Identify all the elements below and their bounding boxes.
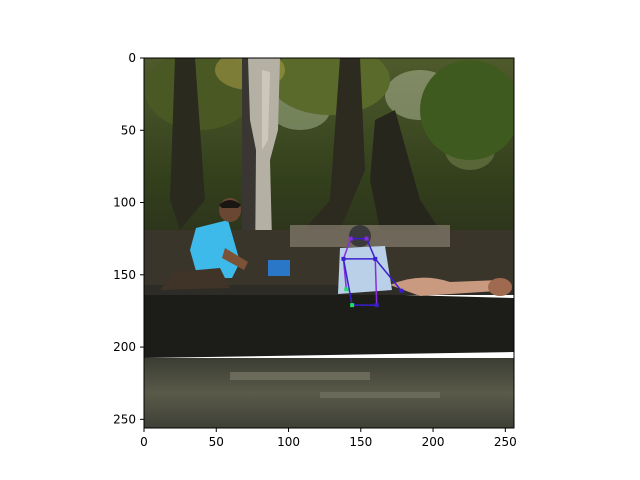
boat-hull xyxy=(144,288,514,358)
skeleton-keypoint xyxy=(364,236,369,241)
foliage-cluster xyxy=(270,58,390,115)
skeleton-edge xyxy=(365,238,376,260)
seated-man-legs xyxy=(160,268,230,290)
y-tick-label: 50 xyxy=(121,123,136,137)
boat-cargo xyxy=(488,278,512,296)
skeleton-edge xyxy=(374,258,378,306)
y-tick-label: 100 xyxy=(113,196,136,210)
boat-cargo xyxy=(268,260,290,276)
x-tick-label: 250 xyxy=(494,435,517,449)
furled-sail xyxy=(248,58,280,285)
skeleton-keypoint xyxy=(348,236,353,241)
sail-fold xyxy=(262,70,270,150)
skeleton-keypoint xyxy=(374,303,379,308)
tree-trunk xyxy=(300,58,365,235)
x-tick-label: 50 xyxy=(209,435,224,449)
skeleton-keypoint xyxy=(399,288,404,293)
skeleton-edge xyxy=(374,258,402,292)
tree-trunk xyxy=(370,110,440,230)
pose-skeleton xyxy=(341,236,404,308)
x-tick-label: 100 xyxy=(277,435,300,449)
y-tick-label: 150 xyxy=(113,268,136,282)
y-axis: 0 50 100 150 200 250 xyxy=(113,51,144,426)
photo xyxy=(144,58,514,428)
seated-man-arm xyxy=(222,248,248,270)
tree-trunk xyxy=(170,58,205,230)
skeleton-keypoint xyxy=(341,256,346,261)
y-tick-label: 200 xyxy=(113,340,136,354)
water-highlight xyxy=(320,392,440,398)
axes-frame xyxy=(143,57,515,429)
y-tick-label: 0 xyxy=(128,51,136,65)
skeleton-keypoint xyxy=(350,303,355,308)
foliage-cluster xyxy=(420,60,514,160)
x-tick-label: 200 xyxy=(422,435,445,449)
x-axis: 0 50 100 150 200 250 xyxy=(140,428,517,449)
x-tick-label: 150 xyxy=(349,435,372,449)
x-tick-label: 0 xyxy=(140,435,148,449)
y-tick-label: 250 xyxy=(113,412,136,426)
skeleton-keypoint xyxy=(373,256,378,261)
boat-cargo xyxy=(390,277,512,296)
skeleton-edge xyxy=(342,258,353,306)
person-head xyxy=(349,225,371,247)
water-highlight xyxy=(230,372,370,380)
person-shirt xyxy=(338,246,392,294)
seated-man-shirt xyxy=(190,220,240,278)
skeleton-keypoint xyxy=(344,287,349,292)
skeleton-edge xyxy=(342,238,352,260)
seated-man-hair xyxy=(219,200,241,208)
boat-gunwale xyxy=(144,285,514,295)
